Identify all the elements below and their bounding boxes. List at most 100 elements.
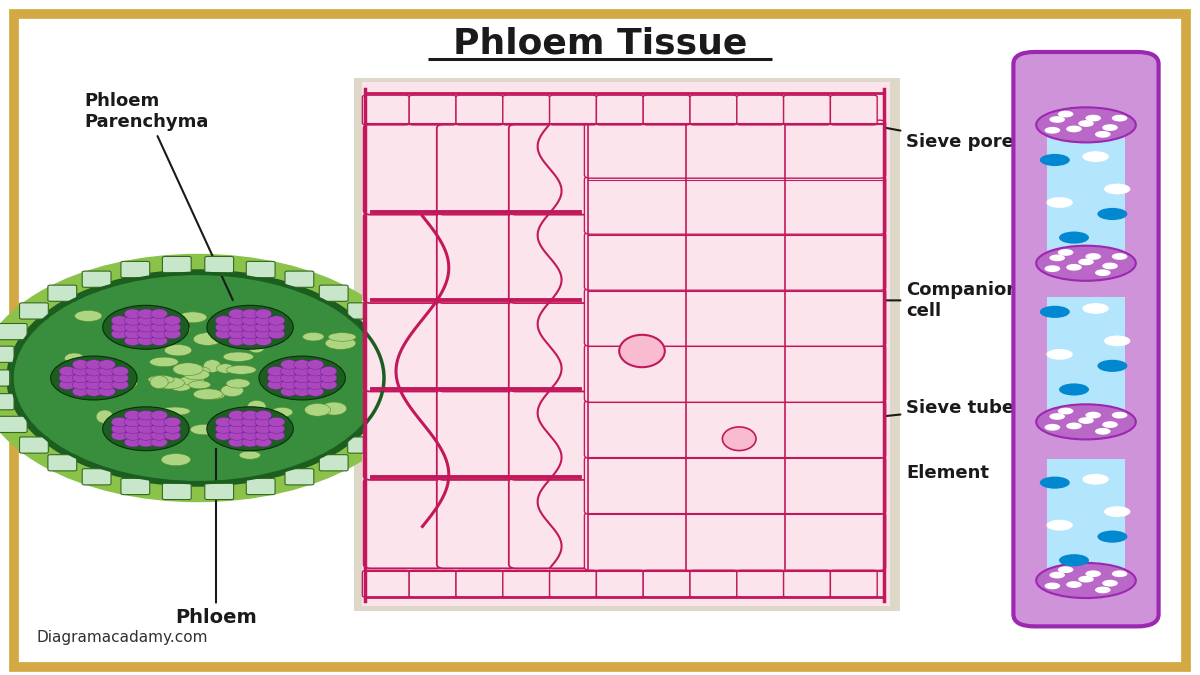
Circle shape xyxy=(268,329,284,339)
FancyBboxPatch shape xyxy=(509,301,589,392)
Ellipse shape xyxy=(1060,232,1090,244)
Circle shape xyxy=(112,380,128,389)
FancyBboxPatch shape xyxy=(584,232,886,290)
Circle shape xyxy=(228,309,245,319)
FancyBboxPatch shape xyxy=(286,468,314,485)
Ellipse shape xyxy=(73,379,95,392)
Circle shape xyxy=(254,424,271,433)
Circle shape xyxy=(228,316,245,325)
Circle shape xyxy=(98,360,115,369)
Circle shape xyxy=(241,437,258,447)
Ellipse shape xyxy=(322,402,347,415)
Ellipse shape xyxy=(1082,474,1109,485)
Circle shape xyxy=(268,417,284,427)
Ellipse shape xyxy=(247,400,266,412)
Circle shape xyxy=(72,380,89,389)
FancyBboxPatch shape xyxy=(246,261,275,277)
Circle shape xyxy=(307,367,324,376)
Circle shape xyxy=(268,373,284,383)
Circle shape xyxy=(215,424,232,433)
FancyBboxPatch shape xyxy=(362,82,890,606)
Circle shape xyxy=(72,373,89,383)
Ellipse shape xyxy=(103,305,190,349)
Circle shape xyxy=(72,367,89,376)
Text: Phloem
Parenchyma: Phloem Parenchyma xyxy=(84,92,233,300)
Ellipse shape xyxy=(193,333,222,346)
Circle shape xyxy=(85,367,102,376)
Circle shape xyxy=(138,316,155,325)
Circle shape xyxy=(98,387,115,396)
FancyBboxPatch shape xyxy=(364,389,443,480)
Ellipse shape xyxy=(1046,197,1073,208)
FancyBboxPatch shape xyxy=(362,570,409,597)
Circle shape xyxy=(125,309,142,319)
Ellipse shape xyxy=(1098,360,1128,372)
FancyBboxPatch shape xyxy=(0,416,28,433)
FancyBboxPatch shape xyxy=(784,95,830,125)
Ellipse shape xyxy=(1058,408,1073,414)
Circle shape xyxy=(151,410,168,420)
Ellipse shape xyxy=(1037,563,1135,598)
Circle shape xyxy=(98,380,115,389)
FancyBboxPatch shape xyxy=(437,301,516,392)
Ellipse shape xyxy=(305,404,330,416)
FancyBboxPatch shape xyxy=(584,456,886,514)
Ellipse shape xyxy=(203,360,221,373)
Text: Diagramacadamy.com: Diagramacadamy.com xyxy=(36,630,208,645)
FancyBboxPatch shape xyxy=(364,301,443,392)
FancyBboxPatch shape xyxy=(584,176,886,234)
Ellipse shape xyxy=(1060,554,1090,566)
Ellipse shape xyxy=(1086,570,1102,577)
Circle shape xyxy=(254,437,271,447)
Text: Companion
cell: Companion cell xyxy=(746,281,1019,320)
Ellipse shape xyxy=(1058,111,1073,117)
Ellipse shape xyxy=(1045,424,1061,431)
Ellipse shape xyxy=(148,375,174,384)
Circle shape xyxy=(228,417,245,427)
Circle shape xyxy=(320,373,337,383)
Ellipse shape xyxy=(221,385,244,397)
Ellipse shape xyxy=(150,357,179,367)
Ellipse shape xyxy=(1046,349,1073,360)
Ellipse shape xyxy=(1079,120,1094,127)
Text: Phloem: Phloem xyxy=(175,449,257,627)
FancyBboxPatch shape xyxy=(830,570,877,597)
Ellipse shape xyxy=(1050,116,1066,123)
FancyBboxPatch shape xyxy=(643,95,690,125)
Ellipse shape xyxy=(1039,154,1070,166)
Circle shape xyxy=(112,373,128,383)
Circle shape xyxy=(72,387,89,396)
Circle shape xyxy=(164,316,181,325)
Circle shape xyxy=(112,323,128,332)
FancyBboxPatch shape xyxy=(121,479,150,495)
FancyBboxPatch shape xyxy=(354,78,900,611)
Ellipse shape xyxy=(1112,253,1128,260)
FancyBboxPatch shape xyxy=(584,512,886,570)
Circle shape xyxy=(151,316,168,325)
Ellipse shape xyxy=(1086,115,1102,122)
FancyBboxPatch shape xyxy=(0,323,28,340)
Ellipse shape xyxy=(1045,583,1061,589)
Circle shape xyxy=(138,431,155,440)
Circle shape xyxy=(228,336,245,346)
FancyBboxPatch shape xyxy=(550,570,596,597)
Circle shape xyxy=(320,380,337,389)
Circle shape xyxy=(268,367,284,376)
Ellipse shape xyxy=(1058,249,1073,256)
Ellipse shape xyxy=(1037,107,1135,142)
Ellipse shape xyxy=(206,305,293,349)
Circle shape xyxy=(241,316,258,325)
FancyBboxPatch shape xyxy=(362,95,409,125)
Circle shape xyxy=(164,329,181,339)
Circle shape xyxy=(164,424,181,433)
Ellipse shape xyxy=(1096,269,1111,276)
Ellipse shape xyxy=(216,364,234,373)
Circle shape xyxy=(281,380,298,389)
Ellipse shape xyxy=(247,340,265,353)
Circle shape xyxy=(294,360,311,369)
Circle shape xyxy=(125,336,142,346)
Ellipse shape xyxy=(179,376,204,385)
Ellipse shape xyxy=(160,407,190,415)
Circle shape xyxy=(125,424,142,433)
FancyBboxPatch shape xyxy=(0,346,14,362)
